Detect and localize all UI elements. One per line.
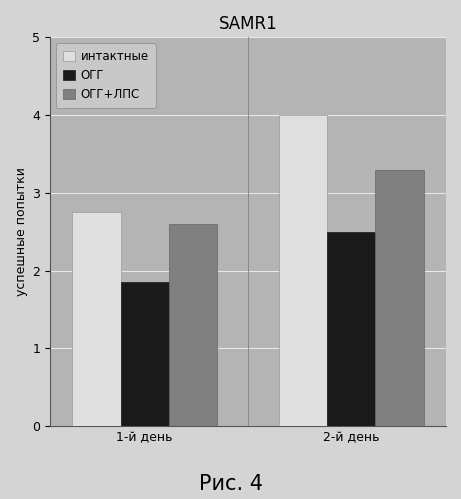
Legend: интактные, ОГГ, ОГГ+ЛПС: интактные, ОГГ, ОГГ+ЛПС [56,43,156,108]
Text: Рис. 4: Рис. 4 [199,474,262,494]
Bar [169,224,217,426]
Title: SAMR1: SAMR1 [219,15,278,33]
Bar [375,170,424,426]
Bar [72,213,120,426]
Bar [120,282,169,426]
Bar [279,115,327,426]
Bar [327,232,375,426]
Y-axis label: успешные попытки: успешные попытки [15,167,28,296]
